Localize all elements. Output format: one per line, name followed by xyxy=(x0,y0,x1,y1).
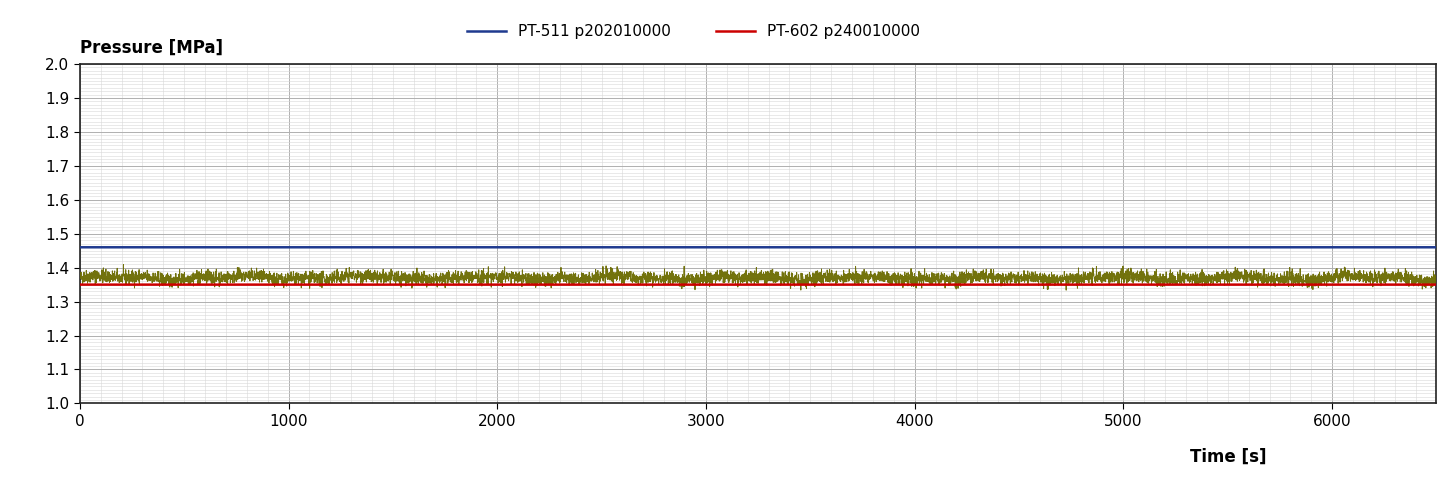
PT-602 p240010000 xyxy=(1280,281,1297,287)
PT-602 p240010000 xyxy=(71,281,89,287)
PT-511 p202010000 xyxy=(503,245,521,250)
PT-602 p240010000 xyxy=(728,281,746,287)
PT-602 p240010000 xyxy=(503,281,521,287)
PT-511 p202010000 xyxy=(71,245,89,250)
PT-602 p240010000 xyxy=(1428,281,1445,287)
PT-511 p202010000 xyxy=(1280,245,1297,250)
PT-511 p202010000 xyxy=(1378,245,1396,250)
Text: Time [s]: Time [s] xyxy=(1190,448,1267,465)
PT-602 p240010000 xyxy=(1378,281,1396,287)
PT-602 p240010000 xyxy=(868,281,885,287)
Legend: PT-511 p202010000, PT-602 p240010000: PT-511 p202010000, PT-602 p240010000 xyxy=(467,24,920,39)
PT-602 p240010000 xyxy=(194,281,212,287)
PT-511 p202010000 xyxy=(728,245,746,250)
PT-511 p202010000 xyxy=(1428,245,1445,250)
PT-511 p202010000 xyxy=(868,245,885,250)
PT-511 p202010000 xyxy=(194,245,212,250)
Text: Pressure [MPa]: Pressure [MPa] xyxy=(80,39,223,57)
